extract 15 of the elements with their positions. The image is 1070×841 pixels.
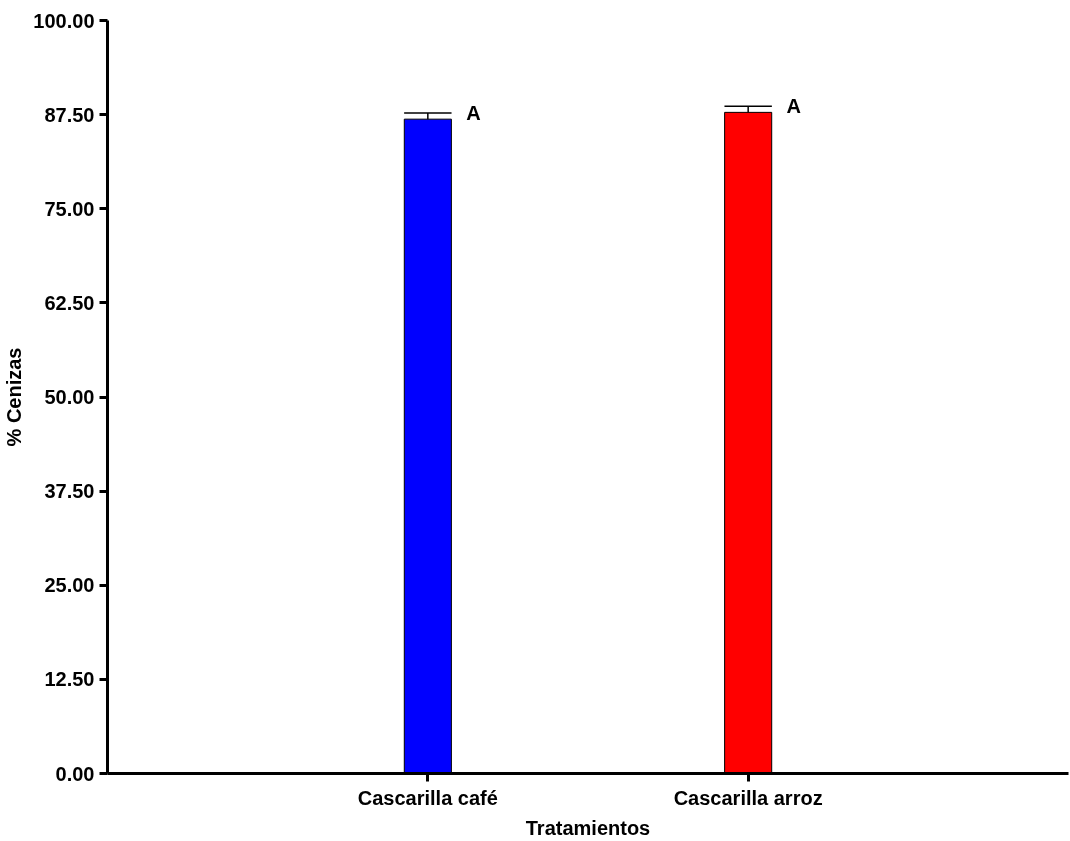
y-tick-label: 87.50 (44, 103, 95, 126)
y-tick-label: 12.50 (44, 668, 95, 691)
y-tick-label: 100.00 (33, 9, 95, 32)
x-tick-label: Cascarilla arroz (673, 786, 823, 809)
y-tick-label: 75.00 (44, 197, 95, 220)
y-tick-label: 25.00 (44, 574, 95, 597)
x-axis-title: Tratamientos (525, 816, 651, 839)
annotation: A (466, 102, 481, 125)
x-tick-label: Cascarilla café (357, 786, 498, 809)
y-tick-label: 0.00 (55, 762, 95, 785)
y-tick-label: 62.50 (44, 291, 95, 314)
y-axis-title: % Cenizas (3, 347, 26, 447)
y-tick-label: 50.00 (44, 386, 95, 408)
y-tick-label: 37.50 (44, 480, 95, 503)
annotation: A (786, 95, 802, 118)
